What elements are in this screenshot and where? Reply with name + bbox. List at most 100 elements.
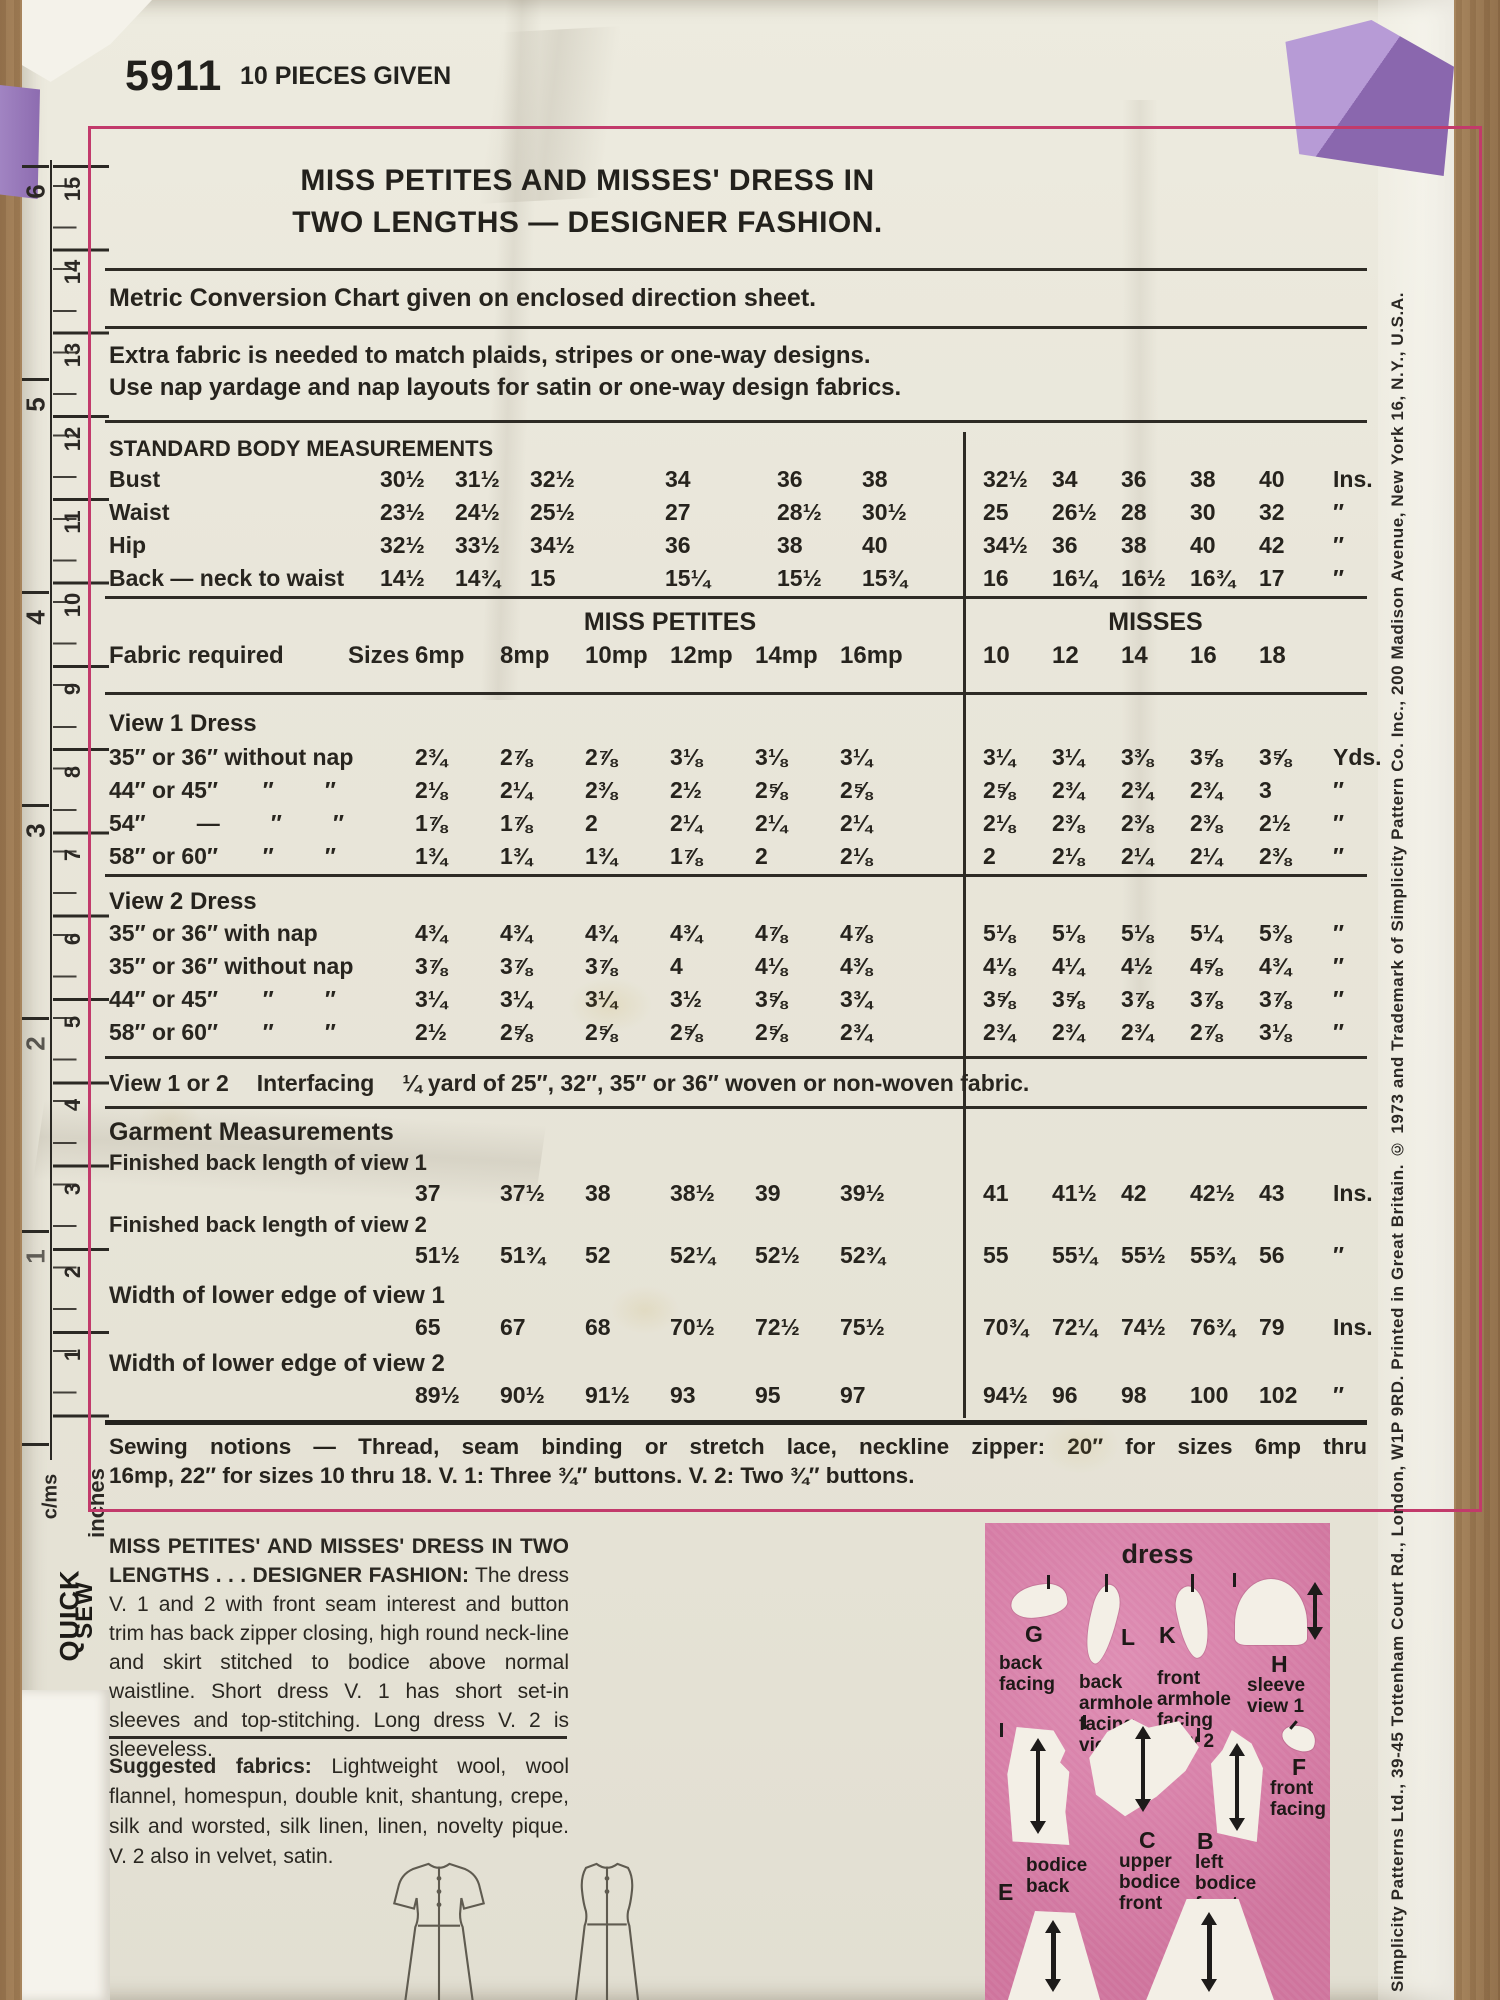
grainline-arrow-icon (1307, 1582, 1323, 1640)
cell-value: 3¼ (1052, 744, 1084, 770)
ruler-number: 5 (60, 1015, 85, 1029)
size-header: 18 (1259, 642, 1286, 669)
cell-value: 30½ (380, 466, 425, 492)
cell-value: 68 (585, 1314, 611, 1340)
cutting-diagram-panel: dress G back facing L (985, 1523, 1330, 2000)
cell-value: 55¾ (1190, 1242, 1235, 1268)
cell-value: 89½ (415, 1382, 460, 1408)
cell-value: 1¾ (415, 843, 447, 869)
cell-value: 2⅛ (415, 777, 447, 803)
cell-value: 3⅛ (1259, 1019, 1291, 1045)
suggested-fabrics: Suggested fabrics: Lightweight wool, woo… (109, 1752, 569, 1872)
table-row: 58″ or 60″ ″ ″ 1¾ 1¾ 1¾ 1⅞ 2 2⅛ 2 2⅛ 2¼ 2¼ 2⅜ ″ (105, 843, 1385, 876)
body-measurements-heading: STANDARD BODY MEASUREMENTS (109, 436, 494, 461)
table-row: 89½ 90½ 91½ 93 95 97 94½ 96 98 100 102 ″ (105, 1382, 1385, 1415)
table-row: 35″ or 36″ with nap 4¾ 4¾ 4¾ 4¾ 4⅞ 4⅞ 5⅛ 5⅛ 5⅛ 5… (105, 920, 1385, 953)
cell-value: 3¼ (500, 986, 532, 1012)
cell-value: 56 (1259, 1242, 1285, 1268)
row-label: Hip (109, 532, 147, 558)
row-label: Back — neck to waist (109, 565, 345, 591)
cell-value: 39 (755, 1180, 781, 1206)
divider-rule (105, 1106, 1367, 1109)
ruler-number: 5 (20, 397, 51, 412)
cell-value: 72¼ (1052, 1314, 1097, 1340)
misses-values: 2⅛ 2⅜ 2⅜ 2⅜ 2½ (983, 810, 1328, 837)
cell-value: 5⅛ (1121, 920, 1153, 946)
interfacing-label: Interfacing (256, 1070, 375, 1096)
cell-value: 4½ (1121, 953, 1153, 979)
cell-value: 70½ (670, 1314, 715, 1340)
cell-value: 3⅞ (415, 953, 447, 979)
description-body: The dress V. 1 and 2 with front seam int… (109, 1564, 570, 1761)
cell-value: 16¾ (1190, 565, 1235, 591)
view2-table: 35″ or 36″ with nap 4¾ 4¾ 4¾ 4¾ 4⅞ 4⅞ 5⅛ 5⅛ 5⅛ 5… (105, 920, 1385, 1052)
cell-value: 34 (1052, 466, 1078, 492)
cell-value: 102 (1259, 1382, 1298, 1408)
size-header: 8mp (500, 642, 550, 669)
table-row: 58″ or 60″ ″ ″ 2½ 2⅝ 2⅝ 2⅝ 2⅝ 2¾ 2¾ 2¾ 2¾ 2⅞ 3⅛ ″ (105, 1019, 1385, 1052)
cell-value: 5⅜ (1259, 920, 1291, 946)
cell-value: 40 (1259, 466, 1285, 492)
cell-value: 3¼ (415, 986, 447, 1012)
unit-label: Ins. (1333, 1314, 1373, 1340)
cell-value: 30 (1190, 499, 1216, 525)
pattern-number: 5911 (125, 52, 223, 100)
piece-letter: H (1271, 1651, 1288, 1677)
cell-value: 3⅝ (1052, 986, 1084, 1012)
grainline-mark (1047, 1575, 1050, 1589)
cell-value: 42 (1121, 1180, 1147, 1206)
ruler-number: 10 (60, 592, 85, 618)
cell-value: 72½ (755, 1314, 800, 1340)
cell-value: 2⅞ (500, 744, 532, 770)
cell-value: 3¾ (840, 986, 872, 1012)
miss-petites-values: 51½ 51¾ 52 52¼ 52½ 52¾ (415, 1242, 925, 1269)
cell-value: 2½ (415, 1019, 447, 1045)
divider-rule (109, 1736, 567, 1739)
cell-value: 40 (862, 532, 888, 558)
grainline-arrow-icon (1201, 1912, 1217, 1992)
ruler-number: 13 (60, 342, 85, 368)
row-label: 58″ or 60″ ″ ″ (109, 843, 336, 869)
cell-value: 15¾ (862, 565, 907, 591)
grainline-arrow-icon (1030, 1738, 1046, 1834)
unit-label: ″ (1333, 777, 1345, 803)
cell-value: 3⅞ (1190, 986, 1222, 1012)
view1-dress-sketch (392, 1862, 486, 2000)
cell-value: 2⅝ (585, 1019, 617, 1045)
cell-value: 34 (665, 466, 691, 492)
cell-value: 97 (840, 1382, 866, 1408)
miss-petites-values: 65 67 68 70½ 72½ 75½ (415, 1314, 925, 1341)
sewing-notions-line-2: 16mp, 22″ for sizes 10 thru 18. V. 1: Th… (109, 1463, 915, 1488)
cell-value: 4⅞ (840, 920, 872, 946)
view2-dress-sketch (574, 1862, 640, 2000)
cell-value: 23½ (380, 499, 425, 525)
ruler-number: 7 (60, 848, 85, 862)
misses-values: 70¾ 72¼ 74½ 76¾ 79 (983, 1314, 1328, 1341)
grainline-arrow-icon (1229, 1743, 1245, 1831)
cell-value: 39½ (840, 1180, 885, 1206)
cell-value: 3⅝ (1190, 744, 1222, 770)
table-row: 44″ or 45″ ″ ″ 3¼ 3¼ 3¼ 3½ 3⅝ 3¾ 3⅝ 3⅝ 3⅞ 3⅞ 3⅞ ″ (105, 986, 1385, 1019)
garment-row-group: Finished back length of view 1 37 37½ 38 38… (105, 1150, 1385, 1212)
interfacing-row: View 1 or 2 Interfacing ¼ yard of 25″, 3… (109, 1070, 1029, 1097)
cell-value: 2⅝ (755, 777, 787, 803)
unit-label: Ins. (1333, 1180, 1373, 1206)
cell-value: 3¼ (585, 986, 617, 1012)
cell-value: 3¼ (840, 744, 872, 770)
ruler-number: 8 (60, 765, 85, 779)
cell-value: 2⅛ (1052, 843, 1084, 869)
view2-heading: View 2 Dress (109, 888, 257, 915)
misses-values: 16 16¼ 16½ 16¾ 17 (983, 565, 1328, 592)
cell-value: 43 (1259, 1180, 1285, 1206)
unit-label: ″ (1333, 1242, 1345, 1268)
row-label: Width of lower edge of view 2 (109, 1350, 445, 1377)
unit-label: ″ (1333, 499, 1345, 525)
cell-value: 51½ (415, 1242, 460, 1268)
table-column-divider (963, 432, 966, 1418)
ruler-number: 4 (20, 610, 51, 625)
size-header: 10mp (585, 642, 648, 669)
cell-value: 28½ (777, 499, 822, 525)
size-header: 16 (1190, 642, 1217, 669)
misses-values: 3¼ 3¼ 3⅜ 3⅝ 3⅝ (983, 744, 1328, 771)
